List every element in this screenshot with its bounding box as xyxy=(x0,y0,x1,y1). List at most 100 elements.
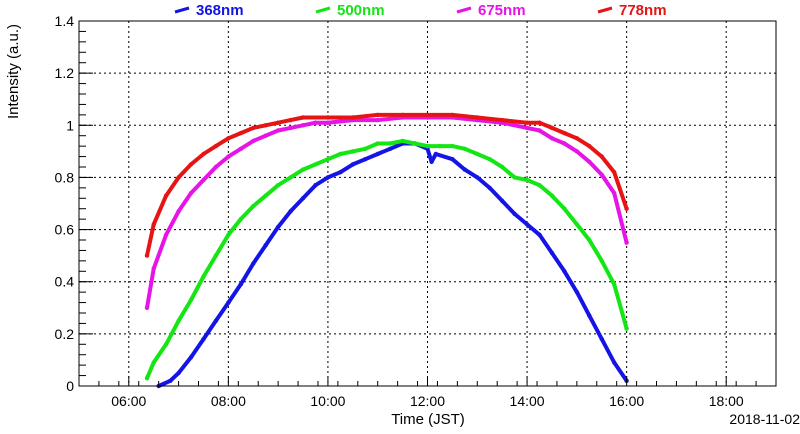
date-label: 2018-11-02 xyxy=(729,411,800,427)
series-368nm-point xyxy=(429,159,434,164)
series-500nm-point xyxy=(562,206,567,211)
series-778nm-point xyxy=(263,123,268,128)
series-778nm-point xyxy=(562,130,567,136)
series-500nm-point xyxy=(325,157,331,162)
y-tick-label: 0.2 xyxy=(55,326,75,342)
series-500nm-point xyxy=(524,177,530,183)
series-778nm-point xyxy=(375,112,380,118)
series-778nm-point xyxy=(300,115,306,120)
series-layer xyxy=(144,112,629,389)
series-500nm-point xyxy=(363,146,368,151)
series-500nm-point xyxy=(450,143,455,149)
series-368nm-point xyxy=(462,167,467,172)
series-368nm-point xyxy=(475,175,480,180)
legend-swatch-368nm xyxy=(174,6,190,14)
x-tick-label: 12:00 xyxy=(410,393,445,409)
legend-swatch-778nm xyxy=(597,6,613,14)
series-368nm-point xyxy=(612,360,617,365)
y-tick-label: 1.2 xyxy=(55,65,75,81)
series-675nm-point xyxy=(325,120,331,125)
series-778nm-point xyxy=(151,222,156,227)
series-778nm-point xyxy=(288,117,293,123)
series-675nm-point xyxy=(562,141,567,146)
series-368nm-point xyxy=(562,269,567,274)
legend-swatch-675nm xyxy=(456,6,472,14)
series-368nm-point xyxy=(288,209,293,214)
series-500nm-point xyxy=(599,258,604,264)
series-500nm-point xyxy=(375,141,380,146)
series-778nm-line xyxy=(145,112,629,258)
series-368nm-point xyxy=(226,300,231,305)
series-778nm-point xyxy=(400,112,405,118)
series-675nm-point xyxy=(313,120,318,125)
series-675nm-point xyxy=(288,125,293,131)
legend: 368nm 500nm 675nm 778nm xyxy=(174,2,667,19)
series-675nm-point xyxy=(226,154,231,159)
series-368nm-point xyxy=(587,313,592,318)
legend-label-675nm: 675nm xyxy=(478,2,526,19)
series-675nm-point xyxy=(549,136,555,141)
y-tick-label: 1.4 xyxy=(55,13,75,29)
series-500nm-point xyxy=(475,151,480,157)
series-675nm-point xyxy=(375,117,380,123)
series-500nm-point xyxy=(500,164,505,170)
series-500nm-point xyxy=(238,216,243,222)
series-778nm-point xyxy=(251,125,256,131)
series-675nm-point xyxy=(300,123,306,128)
series-675nm-point xyxy=(587,159,592,164)
series-778nm-point xyxy=(475,115,480,120)
series-778nm-point xyxy=(524,120,530,125)
series-500nm-point xyxy=(537,183,542,188)
series-368nm-point xyxy=(300,196,306,201)
legend-label-368nm: 368nm xyxy=(196,2,244,19)
series-500nm-line xyxy=(145,138,629,381)
series-368nm-point xyxy=(313,183,318,188)
series-368nm-point xyxy=(599,336,604,342)
series-368nm-point xyxy=(487,185,492,191)
series-675nm-point xyxy=(238,146,243,151)
series-675nm-point xyxy=(144,305,150,310)
series-778nm-point xyxy=(624,206,629,211)
series-778nm-point xyxy=(226,136,231,141)
series-778nm-point xyxy=(425,112,430,118)
legend-label-500nm: 500nm xyxy=(337,2,385,19)
series-500nm-point xyxy=(151,360,156,365)
series-500nm-point xyxy=(163,342,169,347)
series-368nm-point xyxy=(188,355,194,360)
series-368nm-point xyxy=(363,157,368,162)
series-368nm-point xyxy=(251,261,256,266)
series-778nm-point xyxy=(144,253,150,258)
series-500nm-point xyxy=(425,143,430,149)
series-778nm-point xyxy=(612,170,617,175)
x-tick-label: 16:00 xyxy=(609,393,644,409)
series-500nm-point xyxy=(437,143,443,149)
series-500nm-point xyxy=(213,253,219,258)
series-675nm-line xyxy=(145,115,629,310)
series-675nm-point xyxy=(275,128,281,133)
series-368nm-point xyxy=(549,250,555,256)
series-675nm-point xyxy=(163,232,169,237)
series-368nm-point xyxy=(213,318,219,323)
y-tick-label: 0.6 xyxy=(55,222,75,238)
series-675nm-point xyxy=(624,240,629,245)
series-500nm-point xyxy=(512,175,517,180)
series-368nm-point xyxy=(201,336,206,342)
series-778nm-point xyxy=(574,136,580,141)
series-675nm-point xyxy=(151,266,156,271)
series-500nm-point xyxy=(412,141,418,146)
series-368nm-point xyxy=(450,157,455,162)
series-778nm-point xyxy=(188,162,194,167)
series-368nm-point xyxy=(537,232,542,237)
series-500nm-point xyxy=(487,157,492,162)
series-675nm-point xyxy=(537,128,542,133)
legend-swatch-500nm xyxy=(315,6,331,14)
series-778nm-point xyxy=(450,112,455,118)
series-500nm-point xyxy=(226,232,231,237)
axes: 06:00 08:00 10:00 12:00 14:00 16:00 18:00 0 0.2 0… xyxy=(55,13,777,409)
series-675nm-point xyxy=(251,138,256,144)
series-778nm-point xyxy=(238,130,243,136)
series-500nm-point xyxy=(549,193,555,198)
series-500nm-point xyxy=(188,297,194,303)
series-500nm-point xyxy=(251,203,256,209)
x-tick-label: 10:00 xyxy=(310,393,345,409)
